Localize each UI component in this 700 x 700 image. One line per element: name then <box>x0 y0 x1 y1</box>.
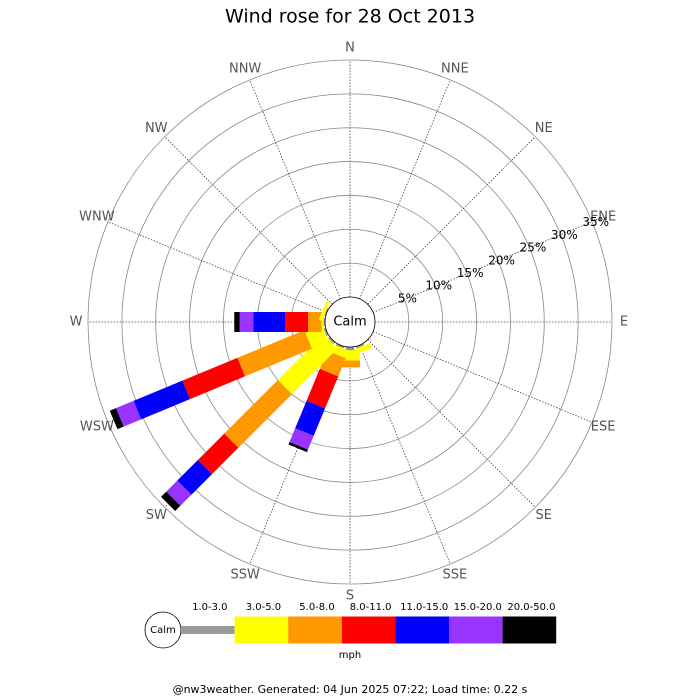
calm-circle <box>324 296 376 348</box>
rose-segment <box>182 357 246 400</box>
legend-swatch <box>395 616 449 644</box>
spoke <box>164 136 333 305</box>
rose-segment <box>166 480 192 506</box>
rose-segment <box>346 347 354 351</box>
direction-label: S <box>346 589 354 604</box>
rose-segment <box>355 343 365 349</box>
rose-segment <box>237 330 312 377</box>
direction-label: WNW <box>79 210 115 225</box>
rose-segment <box>289 428 314 450</box>
rose-segment <box>224 380 292 448</box>
rose-segment <box>306 368 339 409</box>
spoke <box>107 221 328 313</box>
direction-label: SSW <box>230 568 260 583</box>
footer: @nw3weather. Generated: 04 Jun 2025 07:2… <box>173 683 528 696</box>
legend-unit: mph <box>339 650 361 661</box>
spoke <box>372 331 593 423</box>
rose-segment <box>161 491 181 511</box>
legend-swatch <box>181 626 235 634</box>
legend-label: 11.0-15.0 <box>400 602 448 613</box>
direction-label: WSW <box>80 419 114 434</box>
rose-segment <box>234 312 240 332</box>
direction-label: NW <box>145 121 168 136</box>
direction-label: ESE <box>591 419 616 434</box>
rose-segment <box>335 343 345 349</box>
spoke <box>367 339 536 508</box>
grid-ring <box>121 93 579 551</box>
r-tick-label: 25% <box>520 241 547 255</box>
direction-label: SW <box>146 508 167 523</box>
rose-segment <box>285 312 309 332</box>
legend-swatch <box>341 616 396 644</box>
legend-label: 3.0-5.0 <box>246 602 281 613</box>
direction-label: NNE <box>441 61 469 76</box>
direction-label: NNW <box>229 61 261 76</box>
legend-label: 15.0-20.0 <box>454 602 502 613</box>
rose-segment <box>116 400 142 427</box>
r-tick-label: 20% <box>488 253 515 267</box>
spoke <box>372 221 593 313</box>
grid-ring <box>223 195 477 449</box>
rose-segment <box>277 334 338 395</box>
rose-segment <box>323 327 329 337</box>
legend-label: 20.0-50.0 <box>507 602 555 613</box>
chart-title: Wind rose for 28 Oct 2013 <box>225 6 475 28</box>
rose-segment <box>288 441 308 453</box>
legend-swatch <box>449 616 503 644</box>
direction-label: NE <box>535 121 553 136</box>
r-tick-label: 10% <box>425 279 452 293</box>
legend-swatch <box>288 616 342 644</box>
rose-segment <box>340 360 360 368</box>
calm-label: Calm <box>333 315 366 330</box>
legend-label: 8.0-11.0 <box>350 602 392 613</box>
rose-segment <box>308 312 322 332</box>
r-tick-label: 15% <box>457 266 484 280</box>
rose-segment <box>109 408 124 430</box>
legend-calm-label: Calm <box>150 625 176 636</box>
legend-label: 1.0-3.0 <box>192 602 227 613</box>
direction-label: N <box>345 41 355 56</box>
grid-ring <box>87 59 613 585</box>
rose-segment <box>133 380 190 420</box>
direction-label: ENE <box>590 210 616 225</box>
spoke <box>367 136 536 305</box>
direction-label: SE <box>536 508 552 523</box>
rose-segment <box>321 312 324 332</box>
rose-segment <box>328 336 336 344</box>
legend-swatch <box>234 616 289 644</box>
r-tick-label: 35% <box>582 215 609 229</box>
spoke <box>359 344 451 565</box>
legend-label: 5.0-8.0 <box>299 602 334 613</box>
r-tick-label: 5% <box>398 291 417 305</box>
direction-label: W <box>70 315 83 330</box>
rose-segment <box>239 312 254 332</box>
direction-label: SSE <box>442 568 467 583</box>
legend-swatch <box>502 616 557 644</box>
spoke <box>359 79 451 300</box>
rose-segment <box>197 433 239 475</box>
spoke <box>249 79 341 300</box>
direction-label: E <box>620 315 628 330</box>
rose-segment <box>324 308 329 317</box>
rose-segment <box>177 459 213 495</box>
rose-segment <box>253 312 286 332</box>
rose-segment <box>323 318 325 326</box>
r-tick-label: 30% <box>551 228 578 242</box>
rose-segment <box>318 301 330 322</box>
rose-segment <box>295 400 326 436</box>
